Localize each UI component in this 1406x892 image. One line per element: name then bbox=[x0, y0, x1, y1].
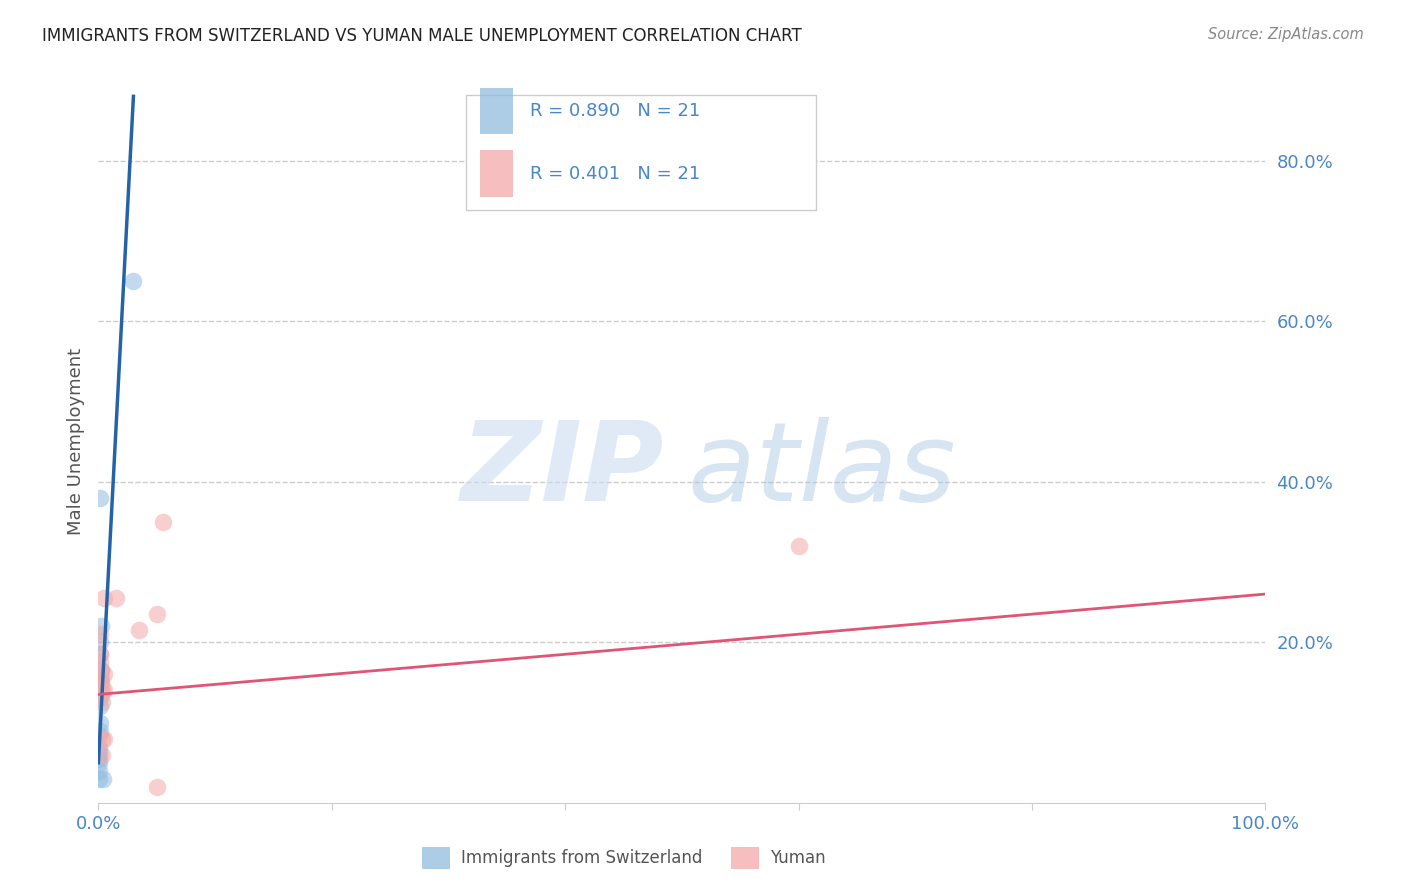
Point bbox=[89, 691, 111, 706]
Point bbox=[89, 627, 111, 641]
Point bbox=[89, 491, 111, 505]
Point bbox=[89, 648, 111, 662]
Text: R = 0.401   N = 21: R = 0.401 N = 21 bbox=[530, 165, 700, 183]
Point bbox=[93, 667, 115, 681]
Point bbox=[89, 699, 111, 714]
Point bbox=[90, 683, 112, 698]
FancyBboxPatch shape bbox=[479, 87, 513, 135]
Point bbox=[90, 731, 112, 746]
Point bbox=[90, 696, 112, 710]
Point bbox=[128, 623, 150, 637]
Point bbox=[91, 772, 114, 786]
Text: R = 0.890   N = 21: R = 0.890 N = 21 bbox=[530, 102, 700, 120]
Point bbox=[89, 671, 111, 685]
Point bbox=[90, 675, 112, 690]
Y-axis label: Male Unemployment: Male Unemployment bbox=[66, 348, 84, 535]
Point bbox=[89, 648, 111, 662]
Point bbox=[90, 664, 112, 678]
Text: Source: ZipAtlas.com: Source: ZipAtlas.com bbox=[1208, 27, 1364, 42]
Point bbox=[93, 683, 115, 698]
Point bbox=[89, 715, 111, 730]
Point bbox=[87, 756, 110, 770]
Point bbox=[87, 747, 110, 762]
Text: ZIP: ZIP bbox=[461, 417, 665, 524]
FancyBboxPatch shape bbox=[465, 95, 815, 211]
Point bbox=[90, 619, 112, 633]
Point bbox=[146, 607, 169, 621]
Point bbox=[87, 772, 110, 786]
Point bbox=[90, 687, 112, 701]
Point bbox=[152, 515, 174, 529]
Point bbox=[93, 591, 115, 605]
Point bbox=[90, 671, 112, 685]
Point bbox=[87, 739, 110, 754]
Point bbox=[89, 723, 111, 738]
Text: Immigrants from Switzerland: Immigrants from Switzerland bbox=[461, 849, 703, 867]
Point bbox=[93, 731, 115, 746]
Point bbox=[87, 744, 110, 758]
Point bbox=[87, 728, 110, 742]
Point bbox=[104, 591, 127, 605]
Point bbox=[90, 747, 112, 762]
Point bbox=[122, 274, 145, 288]
Point bbox=[89, 635, 111, 649]
Point bbox=[787, 539, 810, 553]
Point bbox=[146, 780, 169, 794]
Text: Yuman: Yuman bbox=[770, 849, 827, 867]
Point bbox=[87, 751, 110, 765]
Text: IMMIGRANTS FROM SWITZERLAND VS YUMAN MALE UNEMPLOYMENT CORRELATION CHART: IMMIGRANTS FROM SWITZERLAND VS YUMAN MAL… bbox=[42, 27, 801, 45]
Point bbox=[89, 655, 111, 669]
Point bbox=[87, 764, 110, 778]
Point bbox=[90, 680, 112, 694]
Text: atlas: atlas bbox=[688, 417, 956, 524]
Point bbox=[90, 664, 112, 678]
FancyBboxPatch shape bbox=[479, 151, 513, 197]
